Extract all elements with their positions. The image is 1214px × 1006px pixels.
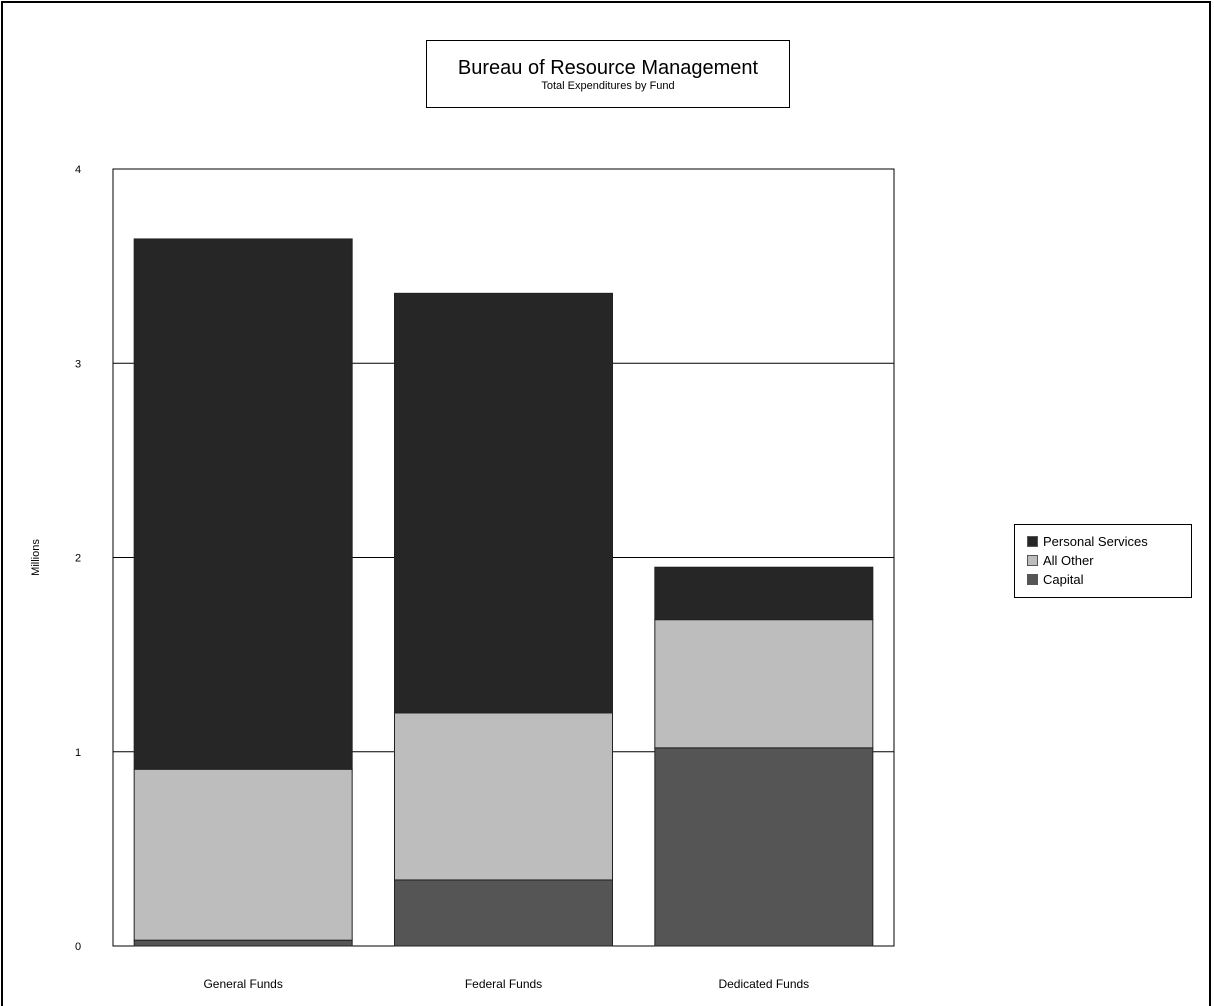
bar-personal-services-general-funds [133,238,353,770]
x-tick-label: Dedicated Funds [718,977,809,991]
legend-item-all-other: All Other [1015,551,1191,570]
x-tick-label: Federal Funds [465,977,542,991]
bar-all-other-dedicated-funds [654,619,874,749]
x-tick-label: General Funds [203,977,282,991]
legend-swatch-personal-services [1027,536,1038,547]
chart-subtitle: Total Expenditures by Fund [541,80,675,92]
legend-label-all-other: All Other [1043,553,1094,568]
bar-personal-services-federal-funds [394,292,613,714]
bar-all-other-general-funds [133,768,353,941]
y-tick-label: 0 [75,941,81,953]
legend-label-capital: Capital [1043,572,1084,587]
legend: Personal Services All Other Capital [1014,524,1192,598]
legend-item-capital: Capital [1015,570,1191,589]
bar-capital-dedicated-funds [654,747,874,947]
y-tick-label: 3 [75,358,81,370]
legend-swatch-all-other [1027,555,1038,566]
legend-item-personal-services: Personal Services [1015,532,1191,551]
chart-title: Bureau of Resource Management [457,57,759,79]
y-tick-label: 1 [75,747,81,759]
bar-personal-services-dedicated-funds [654,566,874,621]
legend-swatch-capital [1027,574,1038,585]
chart-title-box: Bureau of Resource Management Total Expe… [426,40,790,108]
y-tick-label: 2 [75,553,81,565]
bar-capital-federal-funds [394,879,613,947]
y-tick-label: 4 [75,164,81,176]
bar-all-other-federal-funds [394,712,613,881]
y-axis-label: Millions [30,539,42,576]
bar-capital-general-funds [133,939,353,947]
legend-label-personal-services: Personal Services [1043,534,1148,549]
